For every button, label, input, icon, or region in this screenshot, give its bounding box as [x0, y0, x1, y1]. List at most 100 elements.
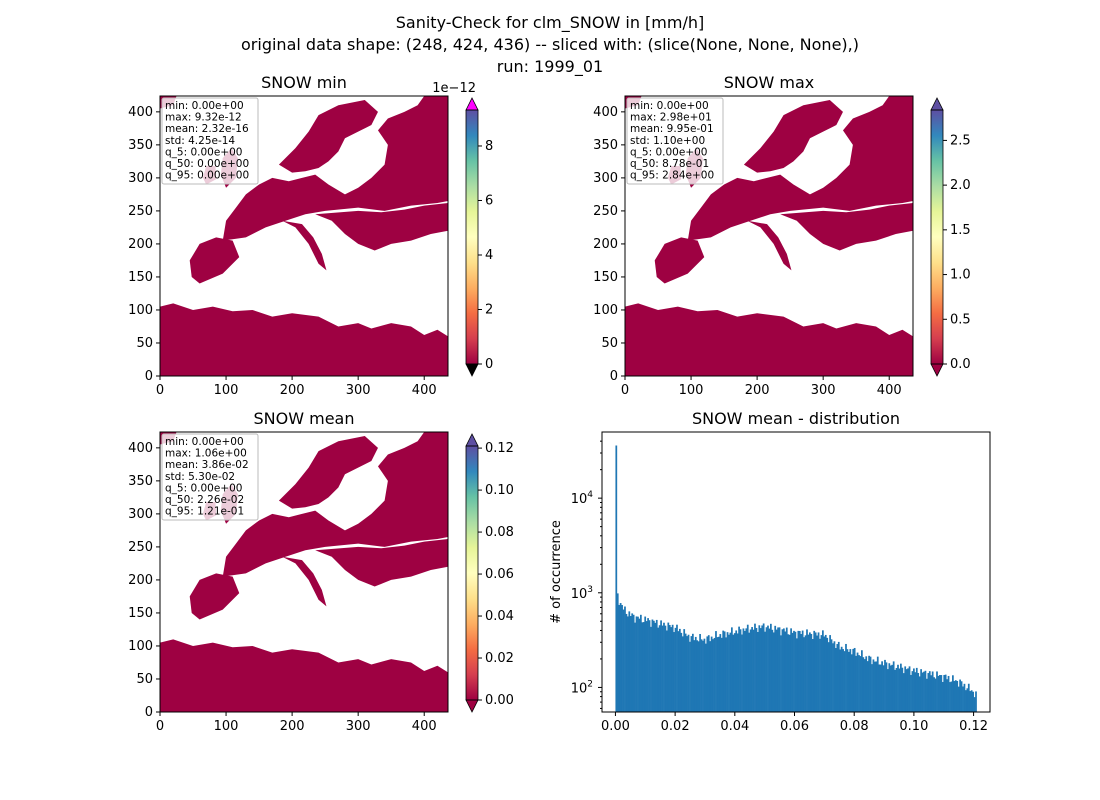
x-tick-label: 400 [877, 383, 902, 398]
histogram-bar [810, 633, 813, 712]
histogram-bar [878, 664, 881, 712]
histogram-bar [907, 668, 909, 712]
y-tick-label: 0 [145, 705, 153, 720]
x-tick-label: 400 [412, 719, 437, 734]
histogram-bar [941, 681, 944, 712]
x-tick-label: 0.02 [661, 719, 690, 734]
histogram-bar [803, 637, 805, 712]
histogram-bar [735, 630, 738, 712]
histogram-bar [894, 669, 896, 712]
stats-line: min: 0.00e+00 [165, 436, 244, 448]
histogram-bar [628, 611, 631, 712]
histogram-bar [772, 632, 775, 712]
histogram-bar [749, 629, 752, 712]
y-tick-exponent: 2 [587, 679, 593, 689]
histogram-bar [957, 686, 960, 712]
y-tick-mantissa: 10 [571, 492, 588, 507]
histogram-bar [959, 679, 961, 712]
histogram-bar [917, 672, 920, 712]
histogram-bar [665, 630, 668, 712]
histogram-bar [691, 633, 694, 712]
histogram-bar [862, 657, 865, 712]
panel-snow-mean: SNOW mean 0 100 200 300 400 0 50 100 150 200 250 300… [128, 409, 514, 734]
histogram-bar [898, 668, 901, 712]
histogram-bar [813, 630, 816, 712]
histogram-bar [706, 636, 709, 712]
axes-frame [624, 95, 914, 377]
histogram-bar [840, 646, 843, 712]
histogram-bar [950, 681, 953, 712]
stats-line: std: 5.30e-02 [165, 471, 235, 483]
histogram-bar [790, 628, 792, 712]
stats-line: q_50: 0.00e+00 [165, 158, 249, 170]
histogram-bar [677, 631, 680, 712]
histogram-bar [882, 665, 885, 712]
colorbar-tick-label: 8 [485, 139, 493, 154]
stats-line: mean: 9.95e-01 [630, 123, 714, 135]
histogram-bar [641, 622, 644, 712]
histogram-bar [756, 631, 759, 712]
histogram-bar [759, 628, 762, 712]
histogram-bar [648, 620, 651, 712]
suptitle-line-1: Sanity-Check for clm_SNOW in [mm/h] [396, 13, 704, 33]
histogram-bar [954, 680, 957, 712]
colorbar-frame [465, 445, 479, 701]
histogram-bar [848, 651, 850, 712]
histogram-bar [769, 623, 772, 712]
histogram-bar [952, 675, 954, 712]
histogram-bar [702, 640, 704, 712]
histogram-bar [934, 678, 937, 712]
histogram-bar [741, 634, 743, 712]
histogram-bar [794, 631, 797, 712]
colorbar-tick-label: 0.0 [950, 357, 971, 372]
histogram-bar [926, 678, 928, 712]
histogram-bar [717, 636, 720, 712]
x-tick-label: 200 [280, 719, 305, 734]
histogram-bar [693, 640, 696, 712]
histogram-bar [736, 633, 739, 712]
histogram-bar [621, 605, 623, 712]
colorbar-tick-label: 0.12 [485, 441, 514, 456]
histogram-bar [936, 671, 938, 712]
histogram-bar [858, 655, 860, 712]
y-tick-label: 350 [593, 138, 618, 153]
histogram-bar [774, 625, 777, 712]
histogram-bar [868, 655, 870, 712]
x-tick-label: 100 [679, 383, 704, 398]
x-tick-label: 0.06 [780, 719, 809, 734]
histogram-bar [914, 672, 917, 712]
histogram-bar [918, 676, 921, 712]
y-tick-label: 50 [136, 336, 153, 351]
histogram-bar [887, 669, 889, 712]
stats-line: mean: 3.86e-02 [165, 459, 249, 471]
histogram-bar [645, 621, 648, 712]
histogram-bar [939, 675, 941, 712]
histogram-bar [657, 627, 660, 712]
colorbar-frame [930, 109, 944, 365]
colorbar-tick-label: 0.02 [485, 651, 514, 666]
histogram-bar [615, 445, 618, 712]
histogram-bar [781, 629, 784, 712]
y-tick-label: 150 [128, 270, 153, 285]
histogram-bar [874, 661, 876, 712]
stats-line: q_5: 0.00e+00 [630, 146, 707, 158]
histogram-bar [947, 675, 950, 712]
histogram-bar [704, 643, 707, 712]
histogram-bar [973, 697, 976, 712]
histogram-bar [876, 656, 879, 712]
histogram-bar [785, 627, 788, 712]
colorbar [466, 110, 478, 364]
histogram-bar [755, 627, 758, 712]
y-tick-label: 350 [128, 474, 153, 489]
histogram-bar [618, 604, 621, 712]
histogram-bar [879, 664, 882, 712]
histogram-bar [900, 663, 902, 712]
histogram-bar [723, 631, 726, 712]
x-tick-label: 100 [214, 719, 239, 734]
histogram-bar [716, 637, 719, 712]
histogram-bar [830, 639, 833, 712]
histogram-bar [855, 655, 857, 712]
histogram-bar [809, 632, 811, 712]
y-tick-label: 250 [128, 204, 153, 219]
